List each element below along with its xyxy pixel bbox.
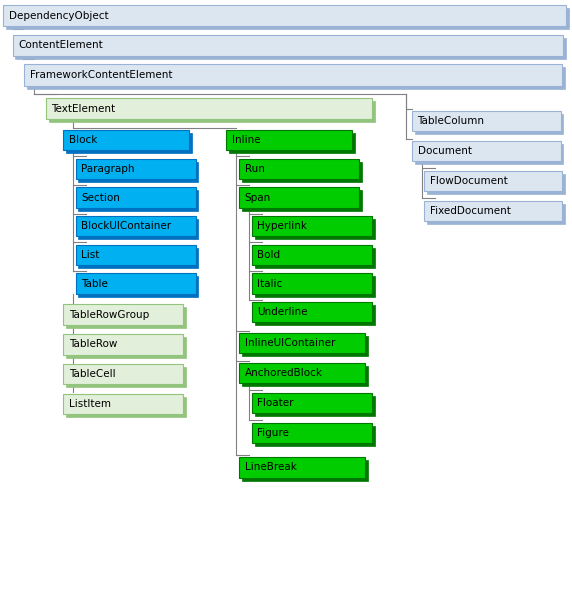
- Text: BlockUIContainer: BlockUIContainer: [81, 221, 172, 231]
- FancyBboxPatch shape: [252, 423, 372, 443]
- FancyBboxPatch shape: [63, 304, 183, 325]
- FancyBboxPatch shape: [63, 130, 189, 150]
- FancyBboxPatch shape: [63, 364, 183, 384]
- FancyBboxPatch shape: [3, 5, 566, 26]
- FancyBboxPatch shape: [239, 187, 359, 208]
- FancyBboxPatch shape: [252, 393, 372, 413]
- Text: Inline: Inline: [232, 136, 260, 145]
- FancyBboxPatch shape: [15, 38, 566, 59]
- FancyBboxPatch shape: [412, 111, 561, 131]
- Text: Paragraph: Paragraph: [81, 164, 135, 174]
- FancyBboxPatch shape: [78, 219, 198, 239]
- FancyBboxPatch shape: [78, 276, 198, 297]
- FancyBboxPatch shape: [252, 302, 372, 322]
- FancyBboxPatch shape: [239, 333, 365, 353]
- FancyBboxPatch shape: [6, 8, 569, 29]
- Text: LineBreak: LineBreak: [245, 463, 297, 472]
- FancyBboxPatch shape: [226, 130, 352, 150]
- FancyBboxPatch shape: [27, 67, 565, 89]
- FancyBboxPatch shape: [424, 201, 562, 221]
- FancyBboxPatch shape: [239, 363, 365, 383]
- FancyBboxPatch shape: [78, 162, 198, 182]
- FancyBboxPatch shape: [427, 174, 565, 194]
- FancyBboxPatch shape: [239, 159, 359, 179]
- FancyBboxPatch shape: [255, 219, 375, 239]
- FancyBboxPatch shape: [13, 35, 563, 56]
- FancyBboxPatch shape: [424, 171, 562, 191]
- Text: Floater: Floater: [257, 398, 294, 408]
- FancyBboxPatch shape: [252, 245, 372, 265]
- FancyBboxPatch shape: [255, 426, 375, 446]
- Text: List: List: [81, 250, 100, 260]
- FancyBboxPatch shape: [255, 305, 375, 325]
- FancyBboxPatch shape: [66, 367, 186, 387]
- Text: Section: Section: [81, 193, 120, 202]
- Text: FrameworkContentElement: FrameworkContentElement: [30, 70, 172, 80]
- FancyBboxPatch shape: [242, 336, 368, 356]
- FancyBboxPatch shape: [242, 460, 368, 481]
- FancyBboxPatch shape: [24, 64, 562, 86]
- FancyBboxPatch shape: [63, 334, 183, 355]
- FancyBboxPatch shape: [427, 204, 565, 224]
- FancyBboxPatch shape: [255, 396, 375, 416]
- FancyBboxPatch shape: [76, 187, 196, 208]
- Text: TableColumn: TableColumn: [418, 116, 484, 126]
- FancyBboxPatch shape: [242, 366, 368, 386]
- Text: ListItem: ListItem: [69, 399, 110, 409]
- FancyBboxPatch shape: [252, 273, 372, 294]
- Text: ContentElement: ContentElement: [18, 41, 103, 50]
- FancyBboxPatch shape: [66, 307, 186, 328]
- FancyBboxPatch shape: [239, 457, 365, 478]
- Text: DependencyObject: DependencyObject: [9, 11, 108, 20]
- FancyBboxPatch shape: [76, 245, 196, 265]
- Text: Document: Document: [418, 146, 471, 156]
- FancyBboxPatch shape: [66, 337, 186, 358]
- Text: Figure: Figure: [257, 428, 289, 438]
- FancyBboxPatch shape: [242, 190, 362, 211]
- FancyBboxPatch shape: [78, 190, 198, 211]
- Text: Underline: Underline: [257, 307, 308, 317]
- Text: Hyperlink: Hyperlink: [257, 221, 307, 231]
- FancyBboxPatch shape: [412, 141, 561, 161]
- FancyBboxPatch shape: [76, 159, 196, 179]
- Text: TableRow: TableRow: [69, 340, 117, 349]
- Text: Block: Block: [69, 136, 97, 145]
- Text: Table: Table: [81, 279, 108, 288]
- Text: TextElement: TextElement: [51, 104, 116, 113]
- Text: Bold: Bold: [257, 250, 280, 260]
- Text: Span: Span: [245, 193, 271, 202]
- FancyBboxPatch shape: [78, 248, 198, 268]
- FancyBboxPatch shape: [76, 216, 196, 236]
- Text: TableRowGroup: TableRowGroup: [69, 310, 149, 319]
- FancyBboxPatch shape: [242, 162, 362, 182]
- FancyBboxPatch shape: [66, 397, 186, 417]
- Text: InlineUIContainer: InlineUIContainer: [245, 338, 335, 348]
- Text: FlowDocument: FlowDocument: [430, 176, 508, 186]
- FancyBboxPatch shape: [63, 394, 183, 414]
- FancyBboxPatch shape: [76, 273, 196, 294]
- FancyBboxPatch shape: [415, 144, 563, 164]
- Text: FixedDocument: FixedDocument: [430, 206, 511, 216]
- FancyBboxPatch shape: [255, 276, 375, 297]
- Text: AnchoredBlock: AnchoredBlock: [245, 368, 323, 378]
- FancyBboxPatch shape: [66, 133, 192, 153]
- Text: Italic: Italic: [257, 279, 283, 288]
- Text: TableCell: TableCell: [69, 370, 116, 379]
- FancyBboxPatch shape: [255, 248, 375, 268]
- FancyBboxPatch shape: [415, 114, 563, 134]
- FancyBboxPatch shape: [252, 216, 372, 236]
- FancyBboxPatch shape: [229, 133, 355, 153]
- FancyBboxPatch shape: [49, 101, 375, 122]
- FancyBboxPatch shape: [46, 98, 372, 119]
- Text: Run: Run: [245, 164, 265, 174]
